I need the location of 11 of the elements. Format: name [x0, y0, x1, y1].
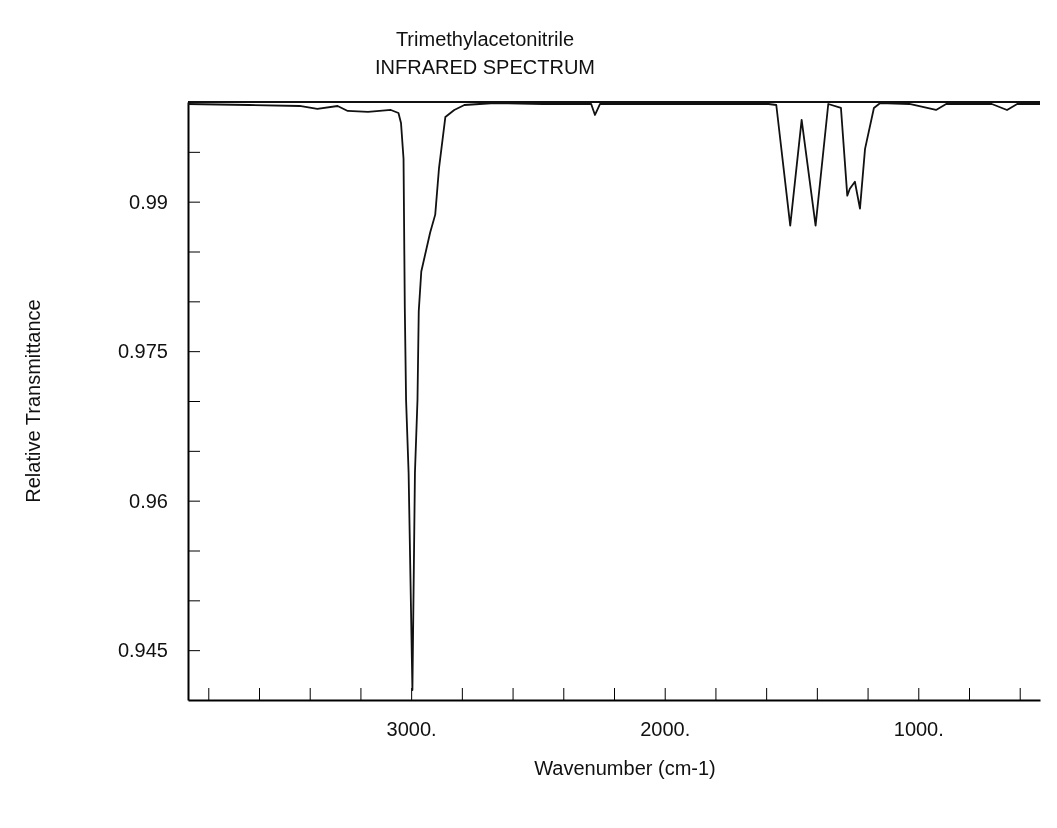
y-tick-label: 0.975 [117, 340, 168, 363]
x-tick-label: 1000. [893, 718, 944, 741]
x-tick-label: 2000. [640, 718, 691, 741]
chart-subtitle: INFRARED SPECTRUM [374, 56, 596, 78]
x-axis-title: Wavenumber (cm-1) [534, 757, 716, 779]
y-tick-label: 0.96 [129, 489, 168, 512]
y-tick-label: 0.99 [129, 190, 168, 213]
y-tick-label: 0.945 [117, 639, 168, 662]
x-tick-label: 3000. [386, 718, 437, 741]
y-axis-title: Relative Transmittance [22, 299, 44, 503]
chart-title: Trimethylacetonitrile [395, 28, 575, 50]
